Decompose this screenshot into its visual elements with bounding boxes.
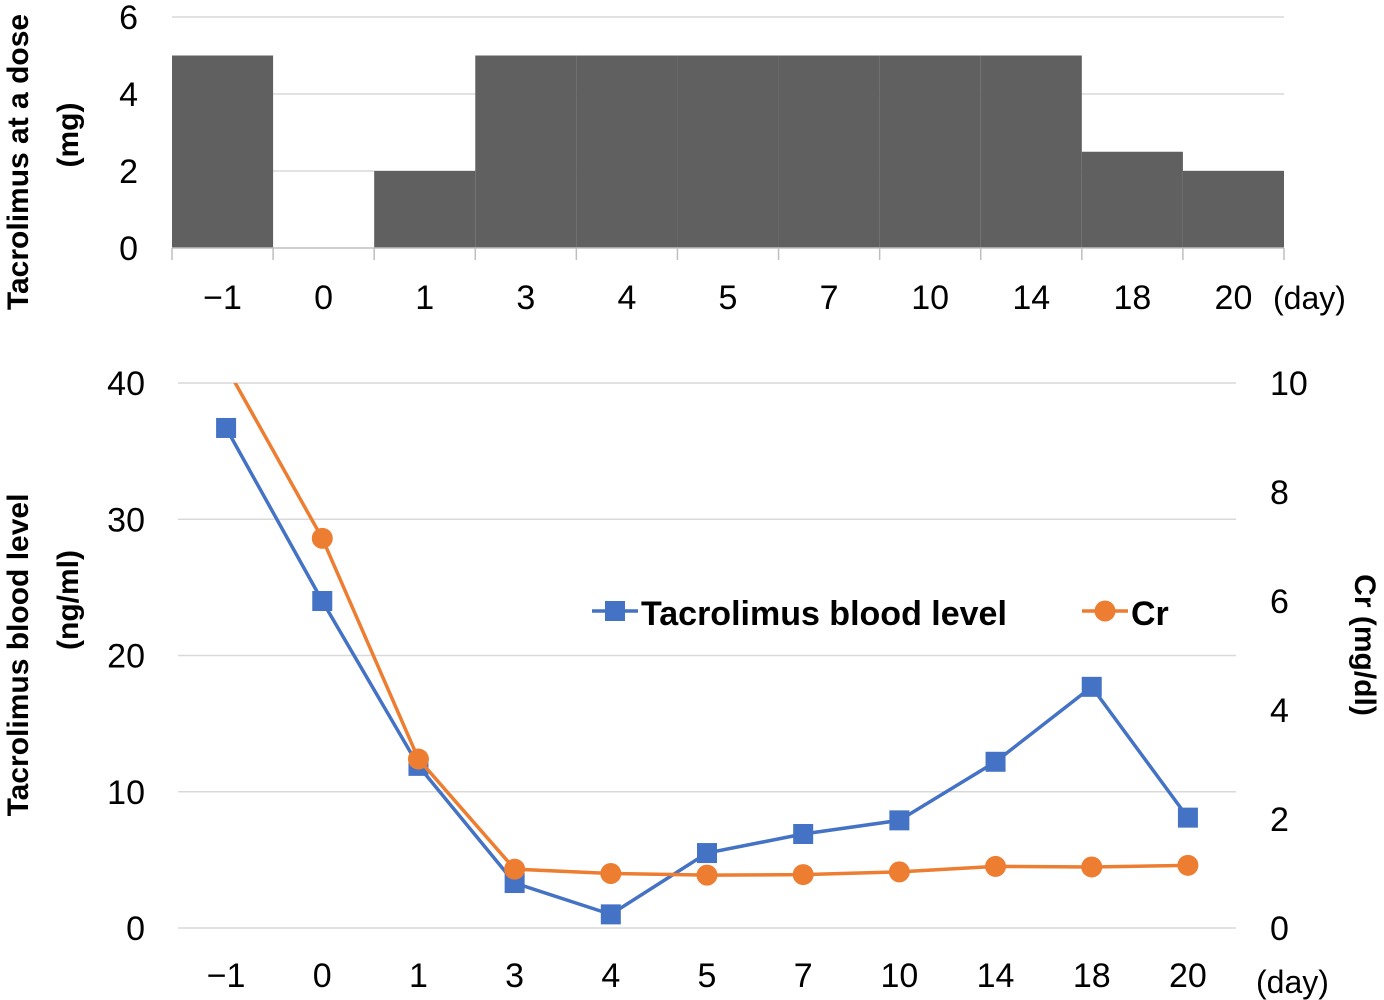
dose-bar (172, 55, 274, 248)
blood-level-line-chart: 0 10 20 30 40 0 2 4 6 8 10 −1 0 1 3 4 5 7 10 14 18 20 (day) Tac… (2, 365, 1381, 1000)
data-point (889, 810, 910, 831)
y2-tick-label: 8 (1270, 474, 1289, 512)
series-cr (233, 383, 1199, 886)
x-tick-label: 7 (794, 957, 813, 995)
y2-tick-label: 10 (1270, 365, 1308, 403)
x-tick-label: 5 (698, 957, 717, 995)
dose-bar (778, 55, 880, 248)
y-axis-unit: (mg) (52, 103, 85, 168)
dose-bar (879, 55, 981, 248)
legend: Tacrolimus blood level Cr (592, 595, 1169, 633)
data-point (696, 864, 718, 886)
dose-bar (980, 55, 1082, 248)
dose-bar (1081, 151, 1183, 248)
y2-tick-label: 4 (1270, 692, 1289, 730)
y-tick-label: 30 (107, 501, 145, 539)
y2-axis-title: Cr (mg/dl) (1348, 574, 1381, 716)
x-tick-label: 4 (617, 279, 636, 317)
x-tick-label: 20 (1215, 279, 1253, 317)
x-tick-label: 3 (516, 279, 535, 317)
x-tick-label: 4 (601, 957, 620, 995)
y2-tick-label: 2 (1270, 801, 1289, 839)
data-point (888, 861, 910, 883)
legend-label: Cr (1131, 595, 1169, 633)
data-point (311, 527, 333, 549)
data-point (1177, 807, 1198, 828)
dose-bar (576, 55, 678, 248)
data-point (1081, 676, 1102, 697)
x-tick-label: −1 (203, 279, 242, 317)
y-tick-label: 40 (107, 365, 145, 403)
x-tick-label: 0 (314, 279, 333, 317)
data-point (600, 863, 622, 884)
y-tick-label: 6 (119, 0, 138, 37)
data-point (407, 748, 429, 770)
data-point (985, 855, 1007, 877)
x-tick-label: 5 (719, 279, 738, 317)
dose-bar (374, 171, 476, 248)
dose-bar (1182, 171, 1284, 248)
y2-tick-label: 0 (1270, 910, 1289, 948)
dose-bar (677, 55, 779, 248)
x-tick-label: 18 (1113, 279, 1151, 317)
y-tick-label: 20 (107, 638, 145, 676)
series-tacrolimus (216, 417, 1198, 925)
dose-bar (475, 55, 577, 248)
y2-tick-label: 6 (1270, 583, 1289, 621)
x-tick-label: 3 (505, 957, 524, 995)
data-point (504, 858, 526, 880)
y-tick-label: 0 (119, 230, 138, 268)
data-point (1081, 856, 1103, 878)
x-tick-label: 10 (880, 957, 918, 995)
x-tick-label: 0 (313, 957, 332, 995)
series-line (224, 427, 1190, 917)
y-tick-label: 4 (119, 76, 138, 114)
y-axis-title: Tacrolimus blood level (2, 494, 35, 817)
data-point (1177, 854, 1199, 876)
data-point (792, 864, 814, 886)
legend-marker (605, 601, 625, 621)
x-tick-label: 14 (977, 957, 1015, 995)
data-point (697, 843, 717, 864)
x-axis-unit: (day) (1273, 280, 1346, 316)
x-axis-unit: (day) (1256, 964, 1329, 1000)
data-point (793, 823, 814, 844)
x-tick-label: 10 (911, 279, 949, 317)
legend-label: Tacrolimus blood level (641, 595, 1007, 633)
y-axis-title: Tacrolimus at a dose (2, 14, 35, 310)
data-point (312, 591, 333, 611)
x-tick-label: 18 (1073, 957, 1111, 995)
y-axis-unit: (ng/ml) (52, 550, 85, 650)
y-tick-label: 2 (119, 153, 138, 191)
data-point (985, 751, 1006, 772)
legend-marker (1094, 600, 1116, 622)
x-tick-label: −1 (207, 957, 246, 995)
y-tick-label: 0 (126, 910, 145, 948)
x-tick-label: 1 (409, 957, 428, 995)
x-tick-label: 20 (1169, 957, 1207, 995)
dose-bar-chart: 0 2 4 6 −1 0 1 3 4 5 7 10 14 18 20 (day) Tacrolimus at a… (2, 0, 1346, 317)
x-tick-label: 1 (415, 279, 434, 317)
x-tick-label: 7 (820, 279, 839, 317)
data-point (216, 417, 237, 438)
x-tick-label: 14 (1012, 279, 1050, 317)
data-point (600, 904, 621, 925)
y-tick-label: 10 (107, 774, 145, 812)
